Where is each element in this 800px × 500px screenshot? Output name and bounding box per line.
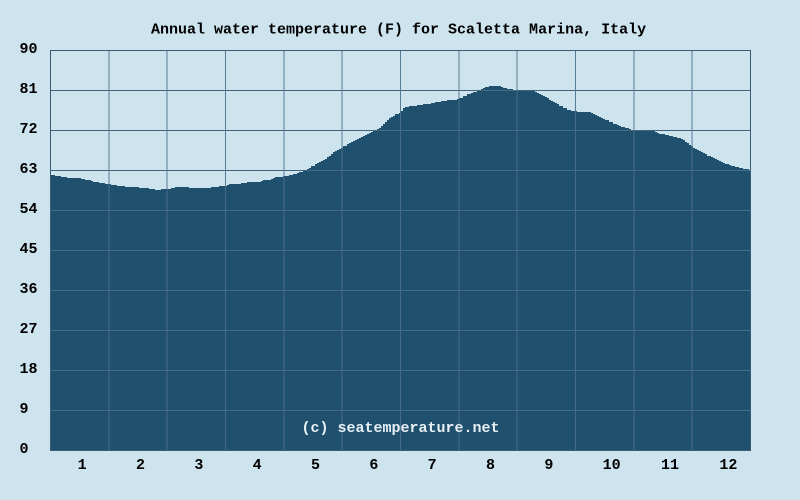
- svg-text:63: 63: [20, 161, 38, 178]
- svg-text:90: 90: [20, 41, 38, 58]
- svg-text:36: 36: [20, 281, 38, 298]
- svg-text:1: 1: [78, 457, 87, 474]
- svg-text:0: 0: [20, 441, 29, 458]
- svg-text:27: 27: [20, 321, 38, 338]
- svg-text:10: 10: [603, 457, 621, 474]
- svg-text:2: 2: [136, 457, 145, 474]
- svg-text:(c) seatemperature.net: (c) seatemperature.net: [302, 420, 500, 437]
- svg-text:11: 11: [661, 457, 679, 474]
- svg-text:8: 8: [486, 457, 495, 474]
- svg-text:9: 9: [20, 401, 29, 418]
- svg-text:81: 81: [20, 81, 38, 98]
- svg-text:45: 45: [20, 241, 38, 258]
- svg-text:7: 7: [428, 457, 437, 474]
- svg-text:12: 12: [719, 457, 737, 474]
- svg-text:5: 5: [311, 457, 320, 474]
- svg-text:72: 72: [20, 121, 38, 138]
- svg-text:9: 9: [544, 457, 553, 474]
- svg-text:18: 18: [20, 361, 38, 378]
- svg-text:3: 3: [194, 457, 203, 474]
- svg-text:Annual water temperature (F) f: Annual water temperature (F) for Scalett…: [151, 22, 646, 39]
- svg-text:4: 4: [253, 457, 262, 474]
- svg-text:54: 54: [20, 201, 38, 218]
- svg-text:6: 6: [369, 457, 378, 474]
